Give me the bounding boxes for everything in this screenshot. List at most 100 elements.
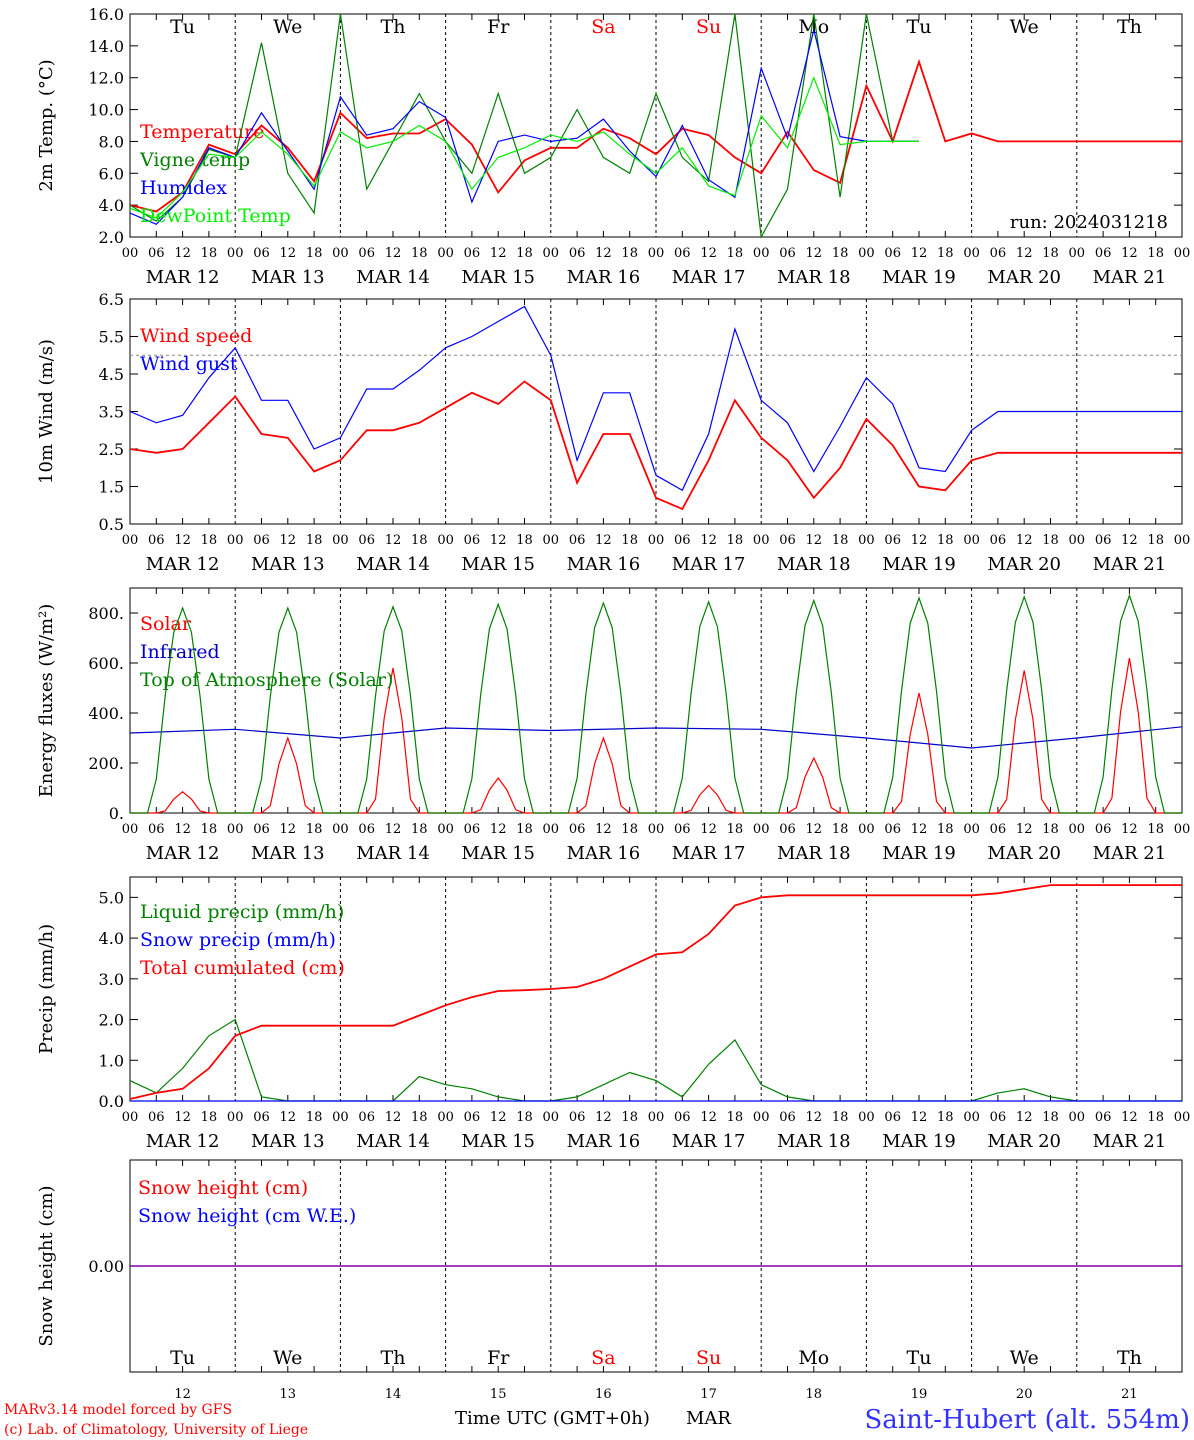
hour-label: 00 xyxy=(332,1110,349,1125)
hour-label: 06 xyxy=(884,822,901,837)
hour-label: 12 xyxy=(595,246,612,261)
hour-label: 06 xyxy=(253,822,270,837)
hour-label: 06 xyxy=(1095,1110,1112,1125)
panel-frame-0 xyxy=(129,13,1183,238)
hour-label: 00 xyxy=(1174,533,1191,548)
hour-label: 18 xyxy=(832,246,849,261)
hour-label: 00 xyxy=(437,1110,454,1125)
hour-label: 00 xyxy=(227,1110,244,1125)
day-abbr: We xyxy=(273,1347,302,1369)
y-tick-label: 10.0 xyxy=(88,101,124,120)
hour-label: 00 xyxy=(1174,1110,1191,1125)
hour-label: 12 xyxy=(490,1110,507,1125)
hour-label: 00 xyxy=(543,246,560,261)
hour-label: 00 xyxy=(963,822,980,837)
footer-month: MAR xyxy=(686,1408,731,1429)
legend-liquid-precip-mm-h-: Liquid precip (mm/h) xyxy=(140,901,344,923)
y-tick-label: 0.5 xyxy=(99,515,124,534)
y-tick-label: 0. xyxy=(109,804,124,823)
hour-label: 00 xyxy=(437,246,454,261)
y-tick-label: 5.5 xyxy=(99,328,124,347)
hour-label: 00 xyxy=(1069,1110,1086,1125)
hour-label: 06 xyxy=(674,822,691,837)
hour-label: 00 xyxy=(648,246,665,261)
hour-label: 18 xyxy=(201,1110,218,1125)
series-line-temperature xyxy=(129,58,1182,213)
legend-vigne-temp: Vigne temp xyxy=(139,149,250,171)
hour-label: 06 xyxy=(779,1110,796,1125)
series-line-infrared xyxy=(129,726,1183,749)
day-abbr: Tu xyxy=(170,16,195,38)
hour-label: 12 xyxy=(1121,246,1138,261)
hour-label: 06 xyxy=(884,533,901,548)
hour-label: 06 xyxy=(779,533,796,548)
hour-label: 18 xyxy=(1042,1110,1059,1125)
day-abbr: Sa xyxy=(591,16,615,38)
hour-label: 18 xyxy=(201,822,218,837)
hour-label: 06 xyxy=(779,246,796,261)
hour-label: 00 xyxy=(227,533,244,548)
hour-label: 06 xyxy=(674,246,691,261)
hour-label: 18 xyxy=(411,822,428,837)
hour-label: 12 xyxy=(385,822,402,837)
date-label: MAR 17 xyxy=(672,1131,746,1152)
hour-label: 18 xyxy=(727,246,744,261)
footer-model: MARv3.14 model forced by GFS xyxy=(4,1402,232,1418)
y-tick-label: 1.0 xyxy=(99,1051,124,1070)
hour-label: 06 xyxy=(358,822,375,837)
y-tick-label: 3.5 xyxy=(99,403,124,422)
date-label: MAR 15 xyxy=(461,267,535,288)
hour-label: 00 xyxy=(1174,246,1191,261)
legend-infrared: Infrared xyxy=(140,641,220,663)
date-label: MAR 19 xyxy=(882,1131,956,1152)
hour-label: 18 xyxy=(727,533,744,548)
hour-label: 18 xyxy=(937,1110,954,1125)
hour-label: 00 xyxy=(753,1110,770,1125)
hour-label: 00 xyxy=(963,533,980,548)
hour-label: 18 xyxy=(411,533,428,548)
hour-label: 00 xyxy=(332,822,349,837)
hour-label: 18 xyxy=(306,1110,323,1125)
hour-label: 00 xyxy=(858,533,875,548)
date-label: MAR 12 xyxy=(146,843,220,864)
hour-label: 12 xyxy=(1016,246,1033,261)
y-tick-label: 200. xyxy=(88,754,124,773)
hour-label: 00 xyxy=(122,533,139,548)
y-tick-label: 16.0 xyxy=(88,5,124,24)
legend-snow-height-cm-: Snow height (cm) xyxy=(138,1177,308,1199)
hour-label: 00 xyxy=(437,533,454,548)
hour-label: 00 xyxy=(332,533,349,548)
date-label: MAR 20 xyxy=(987,1131,1061,1152)
hour-label: 06 xyxy=(569,1110,586,1125)
y-tick-label: 2.0 xyxy=(99,228,124,247)
hour-label: 00 xyxy=(963,1110,980,1125)
series-line-wind-gust xyxy=(129,305,1182,492)
hour-label: 18 xyxy=(1147,822,1164,837)
date-label: MAR 14 xyxy=(356,843,430,864)
legend-wind-gust: Wind gust xyxy=(140,353,238,375)
hour-label: 12 xyxy=(174,822,191,837)
y-tick-label: 8.0 xyxy=(99,132,124,151)
date-label: MAR 20 xyxy=(987,267,1061,288)
y-tick-label: 6.5 xyxy=(99,290,124,309)
date-label: MAR 20 xyxy=(987,843,1061,864)
hour-label: 00 xyxy=(1174,822,1191,837)
date-label: MAR 14 xyxy=(356,554,430,575)
hour-label: 06 xyxy=(1095,246,1112,261)
day-number: 12 xyxy=(174,1387,191,1402)
hour-label: 06 xyxy=(990,1110,1007,1125)
hour-label: 06 xyxy=(884,246,901,261)
hour-label: 12 xyxy=(1016,822,1033,837)
date-label: MAR 16 xyxy=(567,1131,641,1152)
legend-top-of-atmosphere-solar-: Top of Atmosphere (Solar) xyxy=(140,669,393,691)
day-number: 16 xyxy=(595,1387,612,1402)
day-number: 17 xyxy=(700,1387,717,1402)
legend-snow-height-cm-w-e-: Snow height (cm W.E.) xyxy=(138,1205,356,1227)
y-tick-label: 14.0 xyxy=(88,37,124,56)
hour-label: 00 xyxy=(648,533,665,548)
hour-label: 12 xyxy=(700,246,717,261)
hour-label: 12 xyxy=(280,246,297,261)
day-number: 19 xyxy=(911,1387,928,1402)
hour-label: 06 xyxy=(464,822,481,837)
